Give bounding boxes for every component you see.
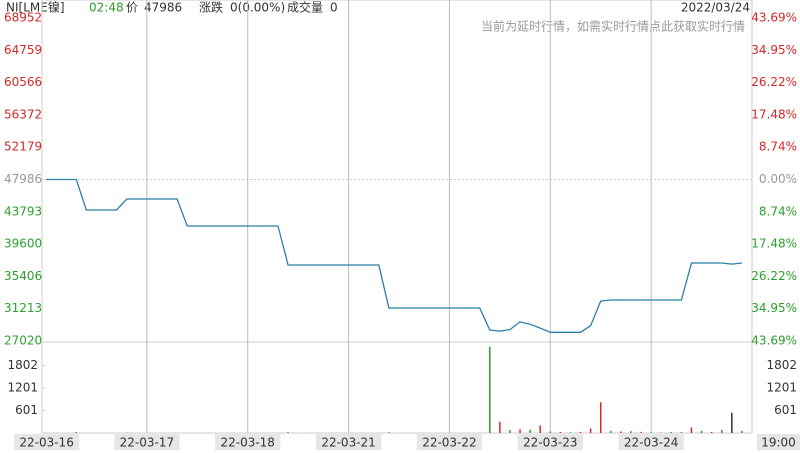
time: 02:48 [89,1,124,15]
volume-tick-label: 1201 [766,381,797,395]
volume-tick-label: 1201 [7,381,38,395]
y2-tick-label: 17.48% [751,107,797,121]
volume-bar [640,431,642,433]
volume-tick-label: 601 [15,403,38,417]
y2-tick-label: 8.74% [759,140,797,154]
y2-tick-label: 17.48% [751,237,797,251]
y-tick-label: 60566 [4,75,42,89]
volume-bar [539,425,541,433]
volume-bar [75,431,78,433]
y-tick-label: 39600 [4,237,42,251]
x-label-bg [517,434,583,450]
volume-tick-label: 601 [774,403,797,417]
volume-bar [499,421,501,433]
volume-bar [509,430,511,433]
x-tick-label: 22-03-18 [220,436,274,450]
x-label-bg [757,434,800,450]
x-label-bg [416,434,483,450]
y-tick-label: 47986 [4,172,42,186]
symbol: NI[LME镍] [6,1,65,15]
volume-bar [630,431,632,433]
volume-bar [549,431,552,433]
y-tick-label: 68952 [4,11,42,25]
volume-bar [569,432,572,433]
volume-bar [559,431,562,433]
y2-tick-label: 26.22% [751,75,797,89]
y-tick-label: 43793 [4,204,42,218]
x-label-bg [315,434,382,450]
volume-bar [610,430,612,433]
volume-bar [710,431,713,433]
volume-bar [579,431,582,433]
x-tick-label: 22-03-21 [321,436,375,450]
x-tick-label: 22-03-23 [523,436,577,450]
notice[interactable]: 当前为延时行情，如需实时行情点此获取实时行情 [481,19,745,34]
volume-bar [589,428,592,433]
plot-frame [41,0,753,434]
x-label-bg [14,434,80,450]
volume-bar [489,346,491,433]
volume-bar [720,430,723,433]
y-tick-label: 56372 [4,107,42,121]
y-tick-label: 27020 [4,334,42,348]
y-tick-label: 52179 [4,140,42,154]
y2-tick-label: 34.95% [751,301,797,315]
volume-bar [741,430,743,433]
volume-bar [700,430,703,433]
x-tick-label: 22-03-24 [624,436,678,450]
volume-label: 成交量 [287,0,323,15]
volume-bar [388,432,390,433]
volume-tick-label: 1802 [7,358,38,372]
change: 0(0.00%) [230,1,285,15]
y2-tick-label: 8.74% [759,204,797,218]
y-tick-label: 64759 [4,43,42,57]
volume-bar [680,432,683,433]
price-label: 价 [126,1,138,15]
x-tick-label: 19:00 [761,436,796,450]
volume-bar [650,432,652,433]
volume-bar [670,431,673,433]
price: 47986 [144,1,182,15]
volume-bar [287,432,289,433]
x-tick-label: 22-03-16 [19,436,73,450]
volume-bar [690,427,693,433]
volume-bar [731,412,733,433]
y2-tick-label: 43.69% [751,334,797,348]
change-label: 涨跌 [199,0,223,15]
y2-tick-label: 26.22% [751,269,797,283]
y2-tick-label: 34.95% [751,43,797,57]
y2-tick-label: 0.00% [759,172,797,186]
x-label-bg [215,434,281,450]
x-label-bg [114,434,180,450]
volume-bar [599,402,602,433]
volume-bar [620,431,622,433]
volume-tick-label: 1802 [766,358,797,372]
x-tick-label: 22-03-17 [120,436,174,450]
x-tick-label: 22-03-22 [422,436,476,450]
volume-bar [519,429,521,433]
y-tick-label: 35406 [4,269,42,283]
volume-bar [529,429,531,433]
volume: 0 [330,1,338,15]
price-line [46,178,742,333]
y2-tick-label: 43.69% [751,11,797,25]
date: 2022/03/24 [681,1,750,15]
x-label-bg [618,434,684,450]
y-tick-label: 31213 [4,301,42,315]
